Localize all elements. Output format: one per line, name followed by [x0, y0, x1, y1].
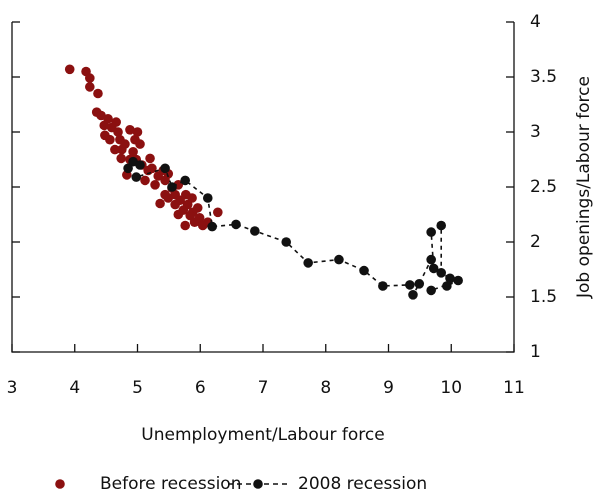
- point: [194, 213, 205, 223]
- point: [408, 290, 418, 300]
- x-tick-label: 8: [320, 378, 331, 398]
- point: [147, 163, 157, 174]
- point: [442, 281, 452, 291]
- x-tick-label: 10: [440, 378, 462, 398]
- point: [445, 273, 455, 284]
- x-axis-label: Unemployment/Labour force: [141, 425, 384, 445]
- point: [231, 219, 241, 230]
- x-tick-label: 7: [258, 378, 269, 398]
- point: [93, 88, 103, 99]
- x-tick-label: 9: [383, 378, 394, 398]
- x-tick-label: 4: [69, 378, 80, 398]
- point: [436, 220, 447, 231]
- point: [160, 163, 170, 174]
- point: [160, 189, 170, 200]
- point: [250, 226, 260, 236]
- point: [100, 130, 110, 141]
- point: [167, 182, 177, 192]
- legend-label: Before recession: [100, 474, 241, 494]
- point: [428, 263, 439, 274]
- point: [131, 172, 142, 182]
- point: [426, 227, 436, 237]
- point: [359, 265, 369, 276]
- x-tick-label: 11: [503, 378, 525, 398]
- point: [334, 254, 344, 265]
- point: [213, 207, 223, 218]
- point: [155, 198, 165, 209]
- point: [187, 193, 197, 203]
- point: [132, 127, 143, 137]
- point: [180, 175, 190, 186]
- point: [453, 275, 463, 286]
- point: [111, 117, 121, 127]
- point: [135, 160, 145, 170]
- point: [123, 163, 133, 174]
- point: [426, 285, 436, 296]
- point: [405, 280, 415, 290]
- point: [170, 199, 180, 210]
- point: [150, 180, 160, 190]
- point: [125, 125, 135, 135]
- legend-label: 2008 recession: [298, 474, 427, 494]
- y-axis-label: Job openings/Labour force: [574, 76, 594, 299]
- point: [113, 127, 123, 137]
- point: [281, 237, 292, 247]
- point: [110, 144, 120, 155]
- point: [145, 153, 155, 164]
- y-tick-label: 2.5: [530, 177, 557, 197]
- point: [414, 279, 425, 289]
- x-tick-label: 5: [132, 378, 143, 398]
- point: [128, 147, 138, 157]
- x-tick-label: 6: [195, 378, 206, 398]
- point: [192, 203, 203, 213]
- point: [103, 114, 113, 124]
- y-tick-label: 4: [530, 12, 541, 32]
- point: [180, 220, 190, 231]
- y-tick-label: 2: [530, 232, 541, 252]
- point: [207, 221, 217, 232]
- point: [202, 193, 213, 203]
- point: [85, 82, 95, 92]
- point: [135, 139, 145, 149]
- y-tick-label: 3: [530, 122, 541, 142]
- point: [140, 175, 150, 186]
- y-tick-label: 1.5: [530, 287, 557, 307]
- point: [120, 139, 130, 149]
- point: [185, 210, 196, 221]
- legend-marker: [253, 479, 263, 489]
- point: [303, 258, 313, 268]
- point: [64, 64, 75, 75]
- y-tick-label: 1: [530, 342, 541, 362]
- point: [436, 268, 447, 278]
- point: [116, 153, 126, 164]
- point: [378, 281, 388, 291]
- legend-marker: [55, 479, 65, 489]
- series-line: [127, 160, 459, 297]
- y-tick-label: 3.5: [530, 67, 557, 87]
- x-tick-label: 3: [7, 378, 18, 398]
- point: [85, 73, 95, 83]
- point: [426, 254, 436, 265]
